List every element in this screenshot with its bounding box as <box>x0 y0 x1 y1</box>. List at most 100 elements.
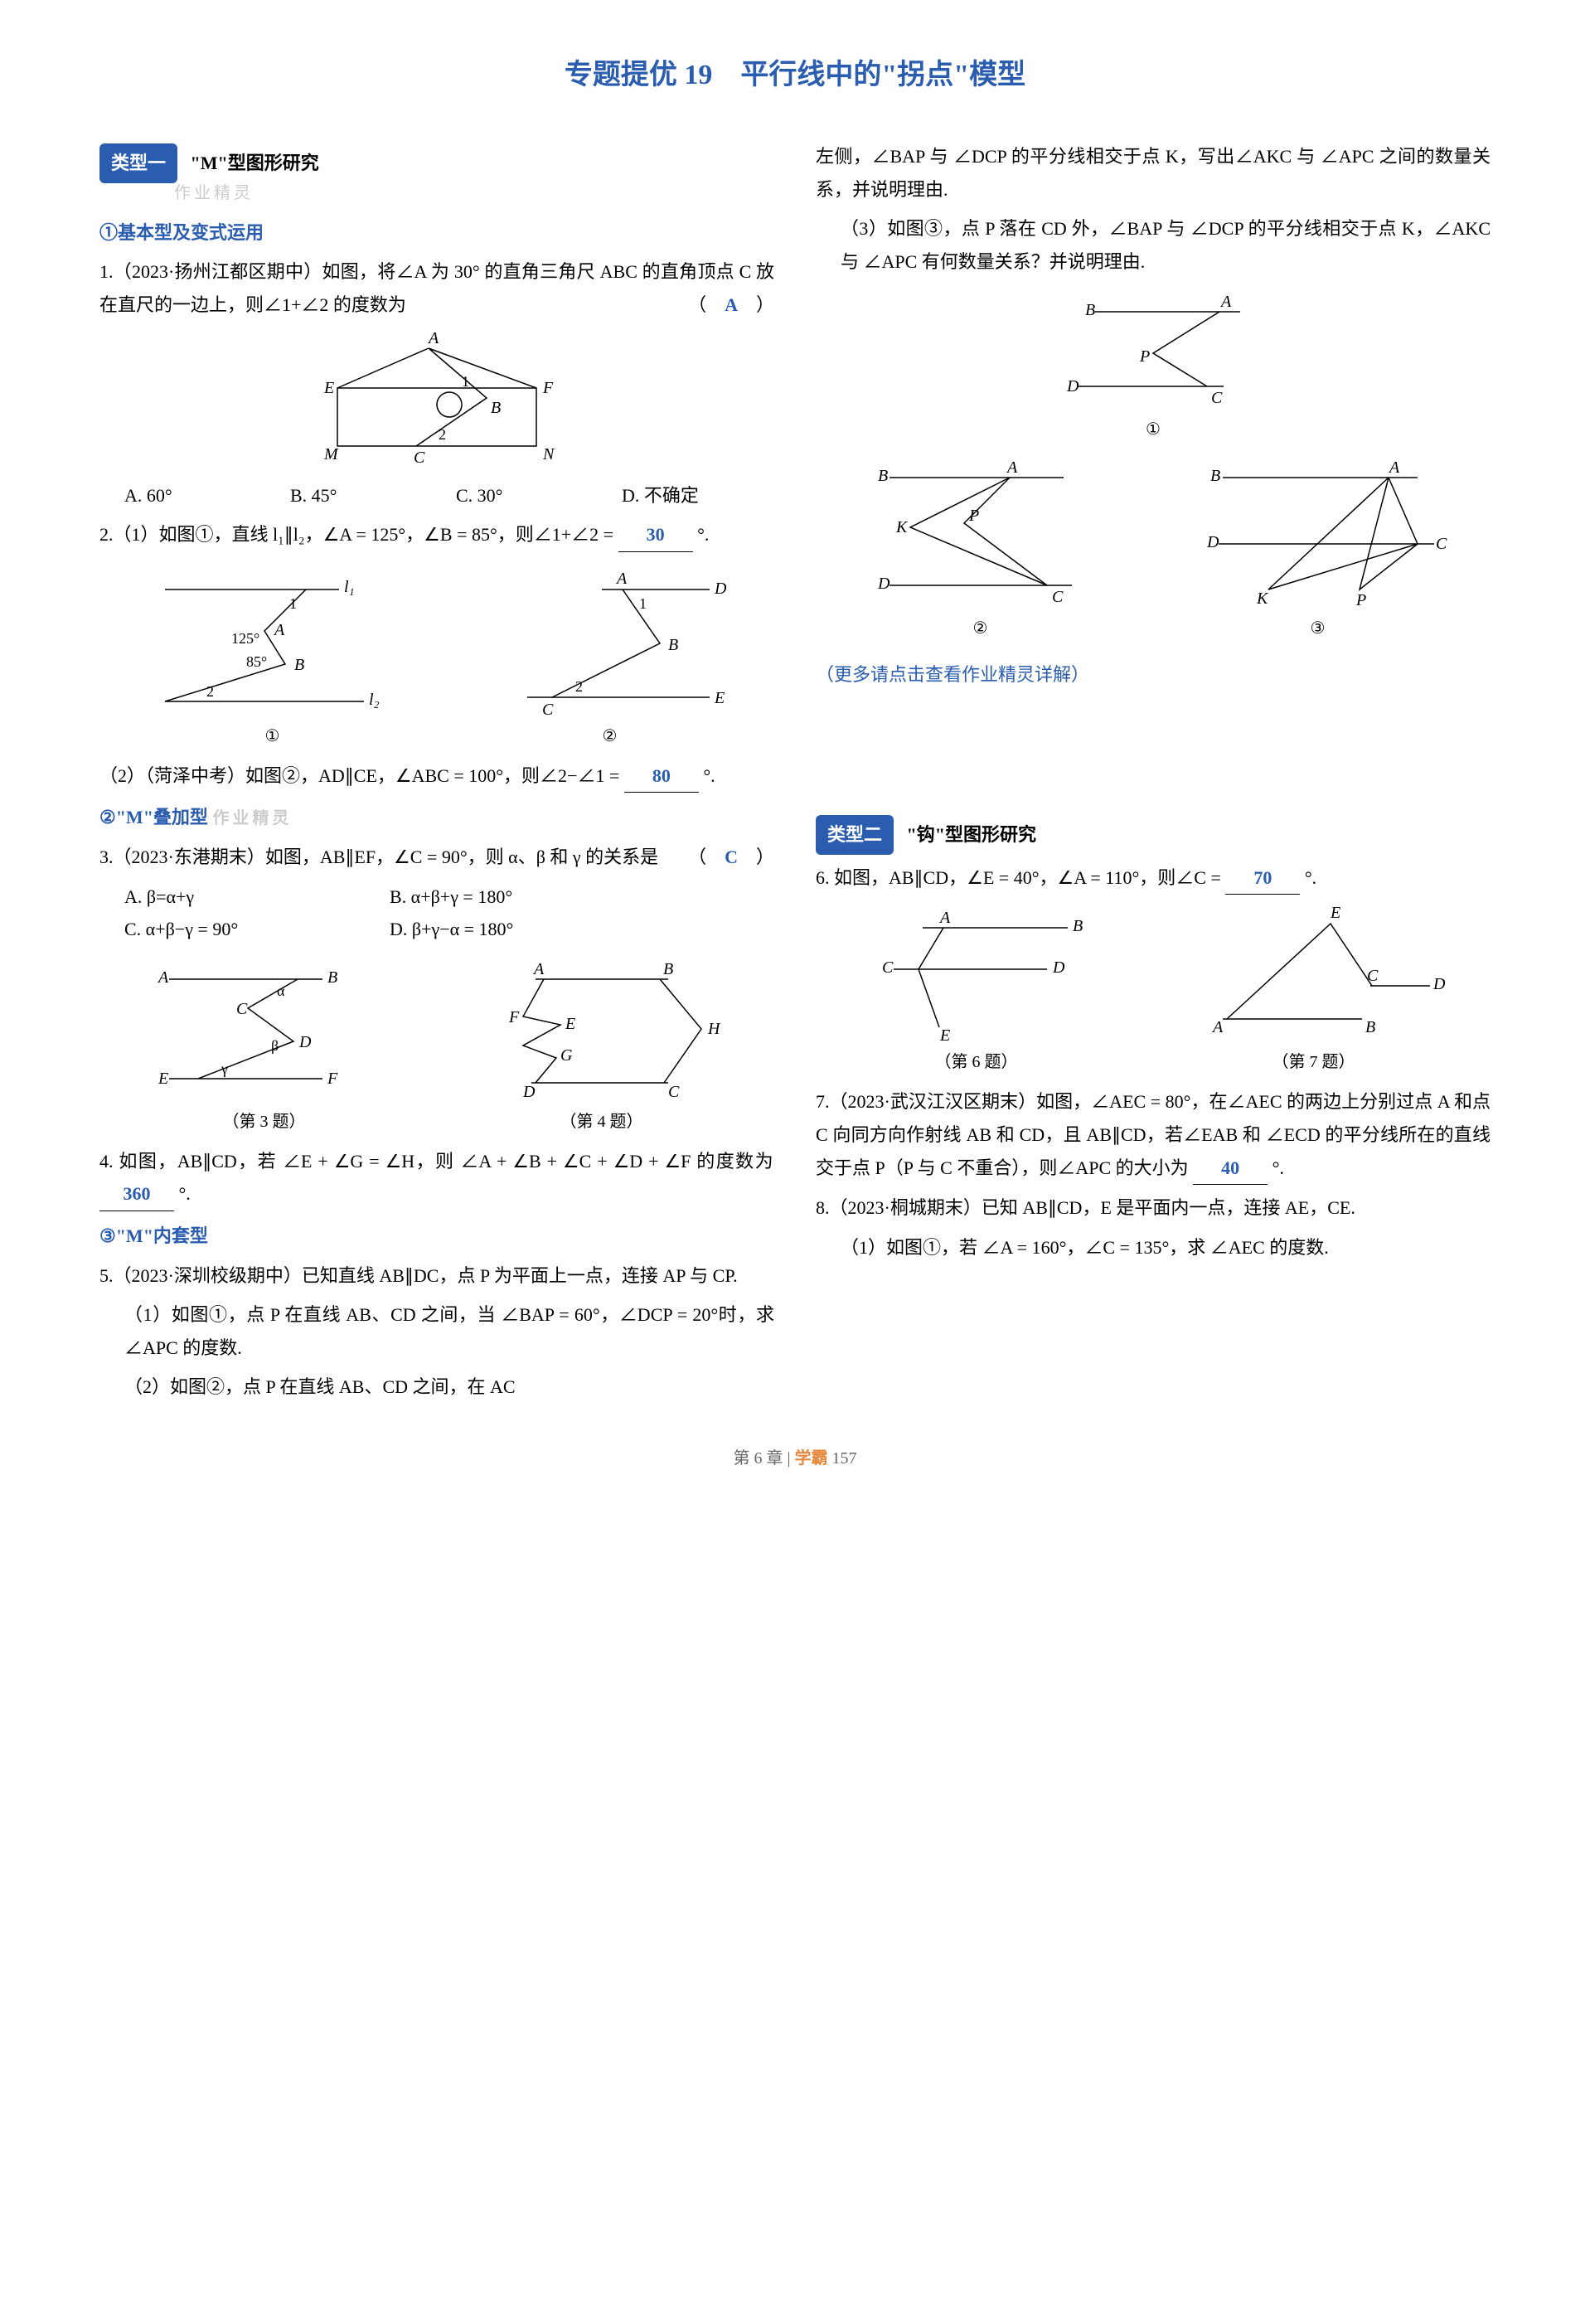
q6-answer: 70 <box>1225 861 1300 895</box>
q7b: °. <box>1272 1157 1284 1178</box>
q2-p1b: °. <box>697 524 709 545</box>
svg-text:B: B <box>1085 301 1095 319</box>
subtype-2: ②"M"叠加型 作业精灵 <box>99 801 774 834</box>
svg-text:B: B <box>491 399 501 417</box>
q7-cap: （第 7 题） <box>1181 1047 1447 1077</box>
svg-text:C: C <box>1436 535 1447 553</box>
q1-optC: C. 30° <box>456 479 589 512</box>
svg-text:125°: 125° <box>231 630 259 647</box>
q2-fig1: l₁ l₂ 1 A 125° 85° B 2 <box>148 560 397 718</box>
svg-text:A: A <box>1219 293 1232 311</box>
svg-text:G: G <box>560 1046 573 1065</box>
question-6: 6. 如图，AB∥CD，∠E = 40°，∠A = 110°，则∠C = 70 … <box>816 861 1491 895</box>
q5-fig2: B A K P D C <box>856 453 1105 610</box>
svg-text:D: D <box>1066 377 1079 395</box>
svg-text:B: B <box>878 467 888 485</box>
q6b: °. <box>1305 867 1316 888</box>
svg-text:A: A <box>532 960 545 978</box>
svg-text:E: E <box>1330 904 1340 922</box>
q2-p2b: °. <box>703 765 715 786</box>
type1-title: "M"型图形研究 <box>191 153 319 173</box>
svg-text:B: B <box>668 636 678 654</box>
q3-figure: A B α C β D γ E F <box>148 954 381 1104</box>
watermark-2: 作业精灵 <box>212 809 292 827</box>
question-8-1: （1）如图①，若 ∠A = 160°，∠C = 135°，求 ∠AEC 的度数. <box>816 1231 1491 1264</box>
question-4: 4. 如图，AB∥CD，若 ∠E + ∠G = ∠H，则 ∠A + ∠B + ∠… <box>99 1145 774 1211</box>
svg-text:85°: 85° <box>246 653 267 670</box>
svg-text:D: D <box>877 575 890 593</box>
q3-text: 3.（2023·东港期末）如图，AB∥EF，∠C = 90°，则 α、β 和 γ… <box>99 847 658 867</box>
svg-text:N: N <box>542 445 555 463</box>
svg-text:P: P <box>1139 347 1150 366</box>
svg-text:D: D <box>714 580 726 598</box>
svg-text:D: D <box>298 1033 312 1051</box>
svg-text:D: D <box>1206 533 1219 551</box>
question-5-3: （3）如图③，点 P 落在 CD 外，∠BAP 与 ∠DCP 的平分线相交于点 … <box>816 212 1491 278</box>
q3-optD: D. β+γ−α = 180° <box>390 913 622 946</box>
svg-text:C: C <box>1052 588 1064 606</box>
svg-text:γ: γ <box>221 1060 228 1077</box>
q6-figure: A B C D E <box>860 903 1093 1044</box>
q1-figure: A E F B M C N 1 2 <box>313 330 561 471</box>
more-link[interactable]: （更多请点击查看作业精灵详解） <box>816 658 1491 691</box>
svg-text:A: A <box>1006 458 1018 477</box>
svg-text:D: D <box>1052 958 1065 977</box>
q5-fig1-cap: ① <box>1045 415 1261 444</box>
svg-text:α: α <box>277 982 285 999</box>
question-2-2: （2）（菏泽中考）如图②，AD∥CE，∠ABC = 100°，则∠2−∠1 = … <box>99 759 774 793</box>
svg-text:A: A <box>427 330 439 347</box>
q3-answer: C <box>725 847 738 867</box>
question-8-head: 8.（2023·桐城期末）已知 AB∥CD，E 是平面内一点，连接 AE，CE. <box>816 1191 1491 1225</box>
svg-text:B: B <box>1073 917 1083 935</box>
q5-fig2-cap: ② <box>856 614 1105 643</box>
q5-fig1: B A P D C <box>1045 287 1261 411</box>
q1-optA: A. 60° <box>124 479 257 512</box>
q6-cap: （第 6 题） <box>860 1047 1093 1077</box>
svg-text:B: B <box>663 960 673 978</box>
svg-text:l₂: l₂ <box>369 691 380 709</box>
q2-p2-answer: 80 <box>624 759 699 793</box>
q6a: 6. 如图，AB∥CD，∠E = 40°，∠A = 110°，则∠C = <box>816 867 1225 888</box>
svg-text:F: F <box>542 379 554 397</box>
svg-text:P: P <box>1355 591 1366 609</box>
svg-text:2: 2 <box>439 426 446 443</box>
svg-text:C: C <box>236 1000 248 1018</box>
q1-optB: B. 45° <box>290 479 423 512</box>
svg-text:C: C <box>668 1083 680 1101</box>
q3-cap: （第 3 题） <box>148 1107 381 1137</box>
q2-fig2-cap: ② <box>494 721 726 751</box>
svg-text:B: B <box>1365 1018 1375 1036</box>
q2-p1-answer: 30 <box>618 518 693 552</box>
svg-text:B: B <box>1210 467 1220 485</box>
svg-text:1: 1 <box>462 373 469 390</box>
q5-fig3-cap: ③ <box>1185 614 1451 643</box>
page-footer: 第 6 章 | 学霸 157 <box>99 1443 1491 1473</box>
svg-text:β: β <box>271 1037 279 1054</box>
q4-figure: A B E F G H D C <box>477 954 726 1104</box>
q4-cap: （第 4 题） <box>477 1107 726 1137</box>
svg-text:K: K <box>1256 589 1269 608</box>
q1-text: 1.（2023·扬州江都区期中）如图，将∠A 为 30° 的直角三角尺 ABC … <box>99 261 774 315</box>
subtype-3: ③"M"内套型 <box>99 1220 774 1253</box>
question-3: 3.（2023·东港期末）如图，AB∥EF，∠C = 90°，则 α、β 和 γ… <box>99 841 774 874</box>
svg-text:C: C <box>882 958 894 977</box>
svg-text:D: D <box>522 1083 536 1101</box>
svg-text:B: B <box>294 656 304 674</box>
svg-text:A: A <box>1211 1018 1224 1036</box>
svg-text:E: E <box>158 1070 168 1088</box>
footer-chapter: 第 6 章 <box>733 1449 783 1468</box>
q3-optB: B. α+β+γ = 180° <box>390 881 622 914</box>
type1-badge: 类型一 <box>99 143 177 183</box>
q4a: 4. 如图，AB∥CD，若 ∠E + ∠G = ∠H，则 ∠A + ∠B + ∠… <box>99 1151 774 1172</box>
type2-badge: 类型二 <box>816 815 894 855</box>
q7-figure: E A B C D <box>1181 903 1447 1044</box>
svg-text:A: A <box>615 570 628 588</box>
svg-text:F: F <box>508 1008 520 1026</box>
svg-text:P: P <box>968 507 979 525</box>
type2-title: "钩"型图形研究 <box>907 824 1036 845</box>
left-column: 类型一 "M"型图形研究 作业精灵 ①基本型及变式运用 1.（2023·扬州江都… <box>99 133 774 1410</box>
type1-header: 类型一 "M"型图形研究 作业精灵 <box>99 143 774 208</box>
q2-fig2: A D 1 B 2 C E <box>494 560 726 718</box>
svg-text:E: E <box>565 1015 575 1033</box>
question-2-1: 2.（1）如图①，直线 l₁∥l₂，∠A = 125°，∠B = 85°，则∠1… <box>99 518 774 552</box>
